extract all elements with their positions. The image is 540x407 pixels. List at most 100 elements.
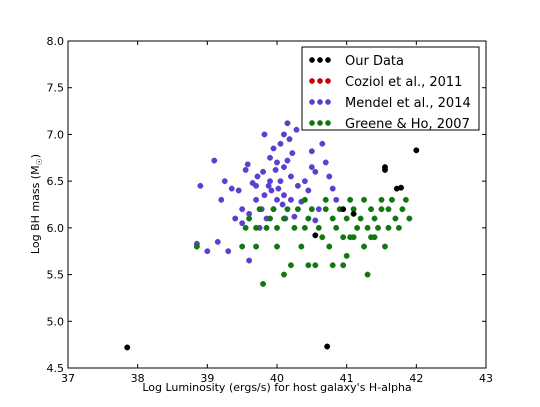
data-point [326,173,333,180]
legend: Our Data Coziol et al., 2011 Mendel et al.… [301,46,480,132]
data-point [287,196,294,203]
data-point [402,196,409,203]
data-point [329,215,336,222]
data-points [124,120,420,351]
data-point [287,173,294,180]
data-point [239,220,246,227]
data-point [378,196,385,203]
x-tick-label: 41 [340,372,354,385]
legend-label: Our Data [345,54,404,69]
data-point [204,248,211,255]
data-point [244,161,251,168]
data-point [319,140,326,147]
data-point [293,126,300,133]
data-point [281,271,287,278]
y-tick-label: 5.5 [47,269,65,282]
data-point [214,238,221,245]
data-point [368,206,374,213]
data-point [225,248,232,255]
data-point [211,157,218,164]
legend-marker [325,57,331,63]
legend-marker [325,99,331,105]
data-point [289,150,296,157]
data-point [284,157,291,164]
data-point [305,187,312,194]
x-tick-label: 38 [131,372,145,385]
data-point [221,178,228,185]
data-point [193,243,200,250]
legend-marker [317,99,323,105]
data-point [268,187,275,194]
data-point [277,140,284,147]
data-point [340,206,347,213]
data-point [305,215,312,222]
data-point [322,196,329,203]
data-point [254,173,261,180]
legend-box [301,46,480,131]
data-point [378,206,385,213]
legend-label: Coziol et al., 2011 [345,75,462,90]
data-point [291,224,298,231]
data-point [253,182,260,189]
data-point [232,215,239,222]
data-point [291,213,298,220]
data-point [308,164,315,171]
legend-marker [309,57,315,63]
data-point [301,196,308,203]
data-point [267,178,273,185]
y-tick-label: 5.0 [47,315,65,328]
data-point [256,206,263,213]
data-point [197,182,204,189]
legend-marker [317,57,323,63]
data-point [228,185,235,192]
data-point [371,234,378,241]
y-axis-label-sub: ☉ [35,158,44,165]
data-point [305,262,312,269]
data-point [329,262,336,269]
data-point [392,215,399,222]
data-point [340,262,347,269]
data-point [284,120,291,127]
data-point [274,243,280,250]
legend-marker [309,120,315,126]
data-point [281,164,287,171]
x-tick-label: 37 [61,372,75,385]
data-point [364,271,371,278]
x-tick-label: 43 [479,372,493,385]
data-point [312,217,319,224]
data-point [382,243,388,250]
data-point [263,224,270,231]
data-point [246,215,253,222]
data-point [274,159,280,166]
legend-marker [317,120,323,126]
y-axis-label: Log BH mass (M☉) [29,154,44,254]
data-point [298,243,305,250]
data-point [385,224,392,231]
data-point [267,154,273,161]
data-point [246,257,253,264]
data-point [395,224,402,231]
data-point [281,215,287,222]
data-point [261,192,268,199]
data-point [281,192,287,199]
y-tick-label: 7.0 [47,128,65,141]
data-point [315,206,322,213]
data-point [312,262,319,269]
data-point [413,147,420,154]
y-tick-label: 4.5 [47,362,65,375]
data-point [242,224,249,231]
data-point [260,280,267,287]
data-point [315,224,322,231]
data-point [279,201,286,208]
data-point [239,206,246,213]
data-point [322,206,329,213]
data-point [382,166,388,173]
legend-marker [309,78,315,84]
data-point [375,224,381,231]
data-point [324,343,331,350]
data-point [312,168,319,175]
data-point [260,168,267,175]
data-point [350,210,357,217]
data-point [343,252,350,259]
data-point [361,196,368,203]
